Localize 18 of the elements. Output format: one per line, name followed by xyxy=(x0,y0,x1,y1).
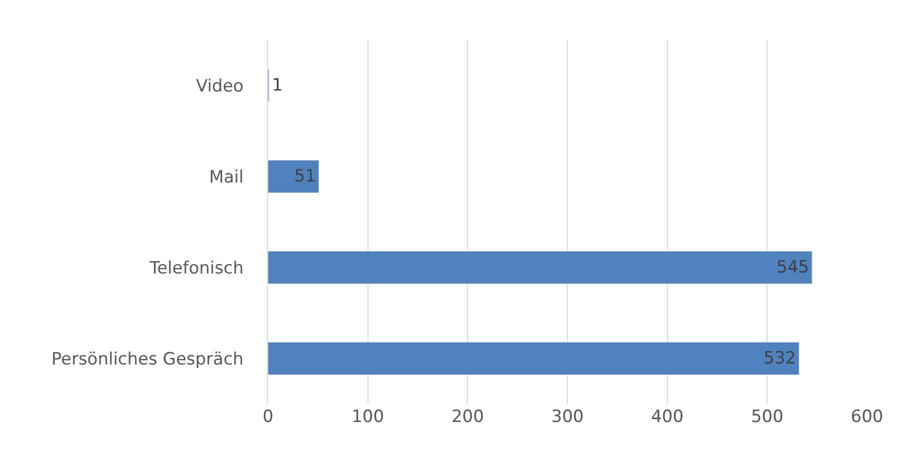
y-tick-label: Persönliches Gespräch xyxy=(51,349,244,370)
data-label: 51 xyxy=(294,166,316,186)
data-label: 532 xyxy=(764,348,796,368)
x-tick-label: 600 xyxy=(850,407,884,427)
bar xyxy=(268,342,800,376)
y-tick-label: Telefonisch xyxy=(148,258,244,278)
data-label: 1 xyxy=(272,76,283,96)
data-label: 545 xyxy=(776,258,810,278)
bar xyxy=(268,250,812,284)
x-tick-label: 0 xyxy=(262,407,274,427)
x-tick-label: 300 xyxy=(551,407,584,427)
x-tick-label: 500 xyxy=(750,407,784,427)
bar xyxy=(268,160,320,194)
x-tick-label: 200 xyxy=(451,407,484,427)
y-tick-label: Mail xyxy=(209,167,244,188)
y-tick-label: Video xyxy=(196,76,244,96)
x-tick-label: 100 xyxy=(352,407,384,427)
x-tick-label: 400 xyxy=(651,407,684,427)
